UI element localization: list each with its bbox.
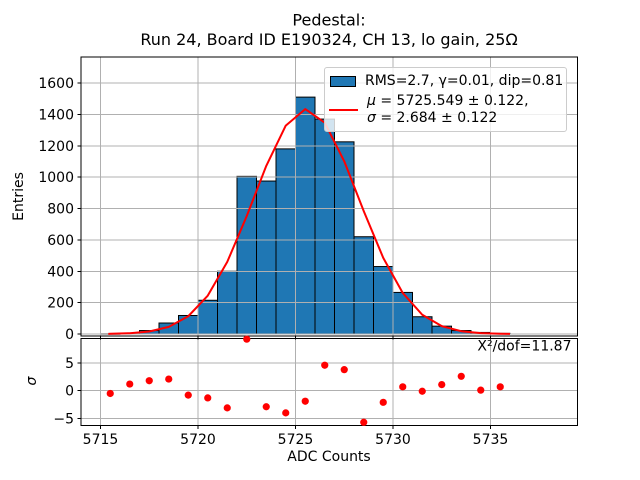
residual-y-tick-label: 0 bbox=[65, 384, 74, 400]
residual-point bbox=[477, 386, 485, 394]
residual-axes-frame bbox=[80, 338, 578, 426]
chart-title-line1: Pedestal: bbox=[292, 11, 365, 30]
histogram-bar bbox=[373, 266, 394, 335]
legend-fit-mu: μ = 5725.549 ± 0.122, bbox=[367, 93, 529, 109]
legend-histogram-label: RMS=2.7, γ=0.01, dip=0.81 bbox=[365, 73, 564, 89]
histogram-bar bbox=[295, 96, 316, 335]
legend-fit-label: μ = 5725.549 ± 0.122, σ = 2.684 ± 0.122 bbox=[367, 93, 529, 126]
main-y-tick-label: 600 bbox=[47, 233, 74, 249]
histogram-bar bbox=[353, 236, 374, 335]
residual-point bbox=[204, 394, 212, 402]
x-tick-label: 5720 bbox=[180, 432, 216, 448]
chart-title-line2: Run 24, Board ID E190324, CH 13, lo gain… bbox=[140, 30, 517, 49]
main-y-tick-label: 1600 bbox=[38, 76, 74, 92]
residual-point bbox=[106, 389, 114, 398]
main-y-tick-label: 1000 bbox=[38, 170, 74, 186]
main-y-tick-label: 0 bbox=[65, 327, 74, 343]
residual-point bbox=[223, 404, 231, 412]
main-y-tick-label: 800 bbox=[47, 202, 74, 218]
histogram-bar bbox=[314, 118, 335, 335]
main-axes-frame bbox=[80, 56, 578, 337]
main-y-tick-label: 1400 bbox=[38, 107, 74, 123]
tick-labels: 0 200 400 600 800 1000 1200 1400 1600 5715 5720 572… bbox=[38, 76, 508, 448]
axes-spines bbox=[80, 56, 578, 426]
x-tick-label: 5730 bbox=[375, 432, 411, 448]
residual-grid bbox=[81, 338, 578, 426]
residual-point bbox=[340, 366, 348, 374]
residual-point bbox=[321, 361, 329, 369]
residual-point bbox=[360, 418, 368, 426]
axis-ticks bbox=[77, 82, 491, 429]
residual-point bbox=[145, 377, 153, 385]
residual-point bbox=[418, 387, 426, 395]
x-tick-label: 5715 bbox=[83, 432, 119, 448]
main-y-tick-label: 200 bbox=[47, 296, 74, 312]
residual-points bbox=[106, 335, 504, 426]
legend: RMS=2.7, γ=0.01, dip=0.81 μ = 5725.549 ±… bbox=[324, 67, 567, 132]
histogram-bars bbox=[100, 96, 511, 335]
gaussian-fit-curve bbox=[108, 108, 511, 335]
histogram-bar bbox=[334, 141, 355, 335]
residual-y-tick-label: 5 bbox=[65, 356, 74, 372]
legend-entry-fit: μ = 5725.549 ± 0.122, σ = 2.684 ± 0.122 bbox=[329, 93, 560, 126]
residual-point bbox=[165, 375, 173, 383]
residual-y-tick-label: −5 bbox=[53, 411, 74, 427]
histogram-bar bbox=[197, 299, 218, 335]
fit-curve-line bbox=[108, 108, 511, 335]
residual-point bbox=[184, 391, 192, 399]
residual-point bbox=[379, 398, 387, 406]
residual-point bbox=[243, 335, 251, 343]
residual-point bbox=[262, 403, 270, 411]
residual-point bbox=[301, 397, 309, 405]
histogram-bar bbox=[256, 180, 277, 335]
main-y-tick-label: 400 bbox=[47, 264, 74, 280]
residual-point bbox=[126, 380, 134, 388]
residual-point bbox=[282, 409, 290, 417]
fit-line-swatch bbox=[329, 108, 358, 111]
histogram-bar bbox=[392, 291, 413, 335]
chi2-annotation: X²/dof=11.87 bbox=[477, 339, 571, 355]
x-tick-label: 5725 bbox=[278, 432, 314, 448]
x-tick-label: 5735 bbox=[473, 432, 509, 448]
main-y-axis-label: Entries bbox=[11, 172, 27, 221]
legend-entry-histogram: RMS=2.7, γ=0.01, dip=0.81 bbox=[330, 73, 564, 89]
residual-y-axis-label: σ bbox=[24, 375, 40, 385]
x-axis-label: ADC Counts bbox=[287, 449, 370, 465]
residual-point bbox=[399, 383, 407, 391]
histogram-swatch bbox=[330, 75, 356, 87]
main-y-tick-label: 1200 bbox=[38, 139, 74, 155]
residual-point bbox=[496, 383, 504, 391]
legend-fit-sigma: σ = 2.684 ± 0.122 bbox=[367, 109, 498, 126]
fit-line-swatch-column bbox=[329, 108, 358, 111]
histogram-bar bbox=[178, 314, 199, 335]
residual-point bbox=[438, 381, 446, 389]
residual-point bbox=[457, 372, 465, 380]
